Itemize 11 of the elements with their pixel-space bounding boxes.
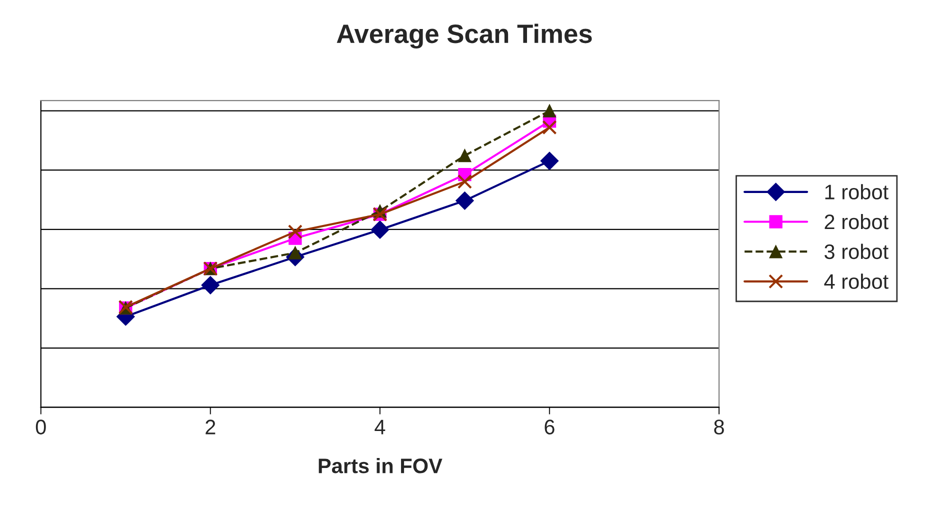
legend-label: 3 robot: [824, 244, 888, 260]
legend-label: 4 robot: [824, 274, 888, 289]
x-tick-label: 8: [714, 420, 724, 434]
x-tick-label: 0: [36, 420, 46, 434]
x-axis-title: Parts in FOV: [318, 458, 442, 474]
chart-title: Average Scan Times: [336, 24, 592, 49]
legend-label: 1 robot: [825, 184, 888, 200]
x-tick-label: 4: [374, 420, 386, 434]
x-tick-label: 6: [544, 420, 554, 434]
x-tick-label: 2: [206, 420, 216, 434]
legend-label: 2 robot: [824, 214, 888, 230]
